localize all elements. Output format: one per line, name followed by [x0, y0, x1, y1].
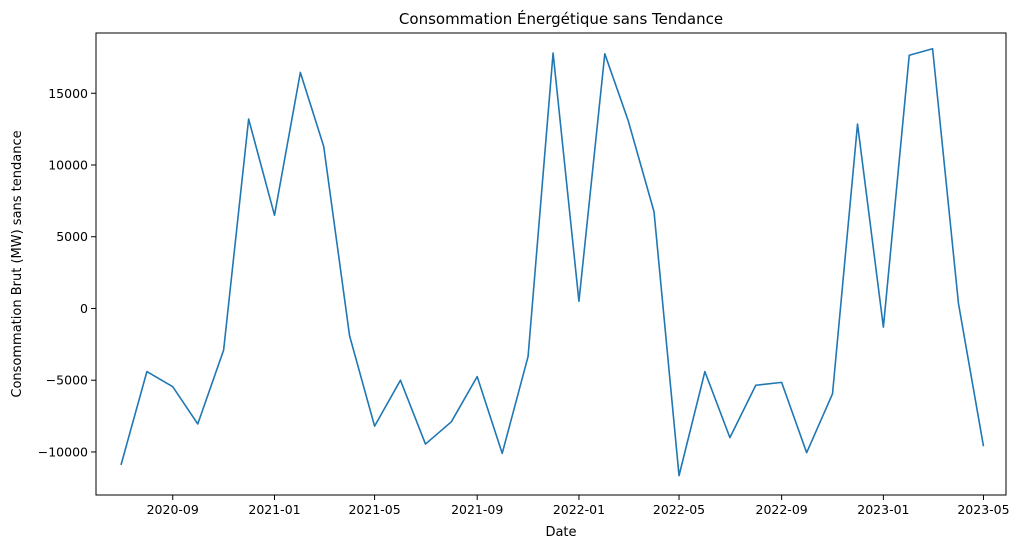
x-tick-label: 2021-09: [451, 502, 503, 517]
y-axis: −10000 −5000 0 5000 10000 15000: [38, 86, 96, 459]
y-tick-label: −10000: [38, 444, 88, 459]
series-line: [120, 47, 985, 477]
x-tick-label: 2021-05: [348, 502, 400, 517]
y-tick-label: 15000: [48, 86, 88, 101]
x-tick-label: 2022-01: [553, 502, 605, 517]
y-tick-label: 5000: [56, 229, 88, 244]
chart-title: Consommation Énergétique sans Tendance: [399, 9, 723, 28]
y-tick-label: 10000: [48, 158, 88, 173]
plot-frame: [95, 32, 1007, 496]
y-tick-label: 0: [80, 301, 88, 316]
y-axis-label: Consommation Brut (MW) sans tendance: [10, 130, 25, 397]
x-tick-label: 2020-09: [147, 502, 199, 517]
x-tick-label: 2022-05: [653, 502, 705, 517]
x-axis: 2020-09 2021-01 2021-05 2021-09 2022-01 2022-…: [147, 495, 1010, 517]
y-tick-label: −5000: [46, 373, 88, 388]
x-tick-label: 2021-01: [248, 502, 300, 517]
x-tick-label: 2022-09: [756, 502, 808, 517]
x-tick-label: 2023-05: [957, 502, 1009, 517]
x-axis-label: Date: [545, 525, 576, 540]
x-tick-label: 2023-01: [857, 502, 909, 517]
